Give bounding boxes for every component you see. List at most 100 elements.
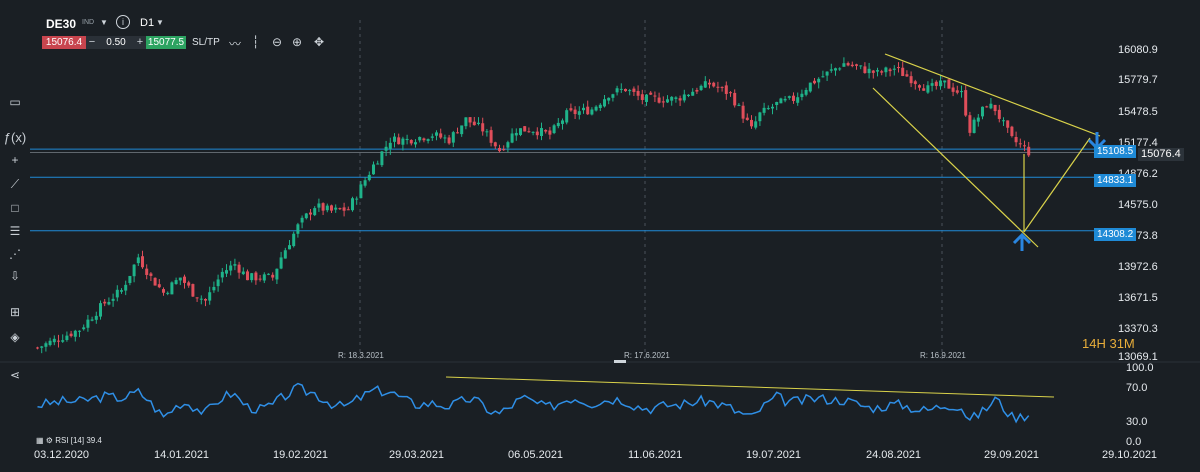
candle-body [141, 256, 144, 268]
candle-body [191, 284, 195, 297]
timeframe-selector[interactable]: D1 [140, 17, 155, 29]
candle-body [682, 94, 686, 101]
arrow-down-icon[interactable]: ⇩ [9, 269, 21, 283]
candle-body [888, 69, 892, 72]
candle-body [48, 340, 52, 345]
candle-body [296, 224, 300, 234]
layers-icon[interactable]: ⊞ [9, 305, 21, 319]
candle-body [573, 109, 577, 115]
candle-body [145, 268, 149, 275]
candle-body [871, 70, 875, 73]
candle-body [279, 257, 283, 269]
candle-body [519, 128, 522, 135]
stack-icon[interactable]: ◈ [10, 330, 20, 344]
candle-body [590, 109, 594, 115]
candle-body [157, 284, 161, 288]
candle-body [409, 139, 413, 144]
candle-body [779, 98, 783, 104]
candle-body [670, 96, 674, 101]
timeframe-chevron-down-icon[interactable]: ▼ [156, 18, 164, 27]
candle-body [380, 151, 384, 166]
candle-body [187, 282, 191, 286]
candle-body [367, 174, 371, 181]
candle-body [964, 90, 968, 116]
candle-body [787, 96, 791, 98]
sell-button[interactable]: 15076.4 [42, 36, 86, 49]
rollover-label: R: 16.9.2021 [920, 351, 966, 360]
candle-body [548, 130, 552, 135]
line-chart-icon[interactable]: 〰 [229, 37, 242, 51]
candle-body [363, 180, 367, 186]
candle-body [523, 126, 527, 132]
candle-body [565, 110, 569, 123]
price-tick: 16080.9 [1118, 44, 1158, 56]
candle-body [61, 340, 65, 342]
pitchfork-icon[interactable]: ⋰ [9, 247, 21, 261]
candle-body [300, 217, 304, 223]
volume-increase-button[interactable]: + [134, 36, 146, 49]
date-tick: 29.10.2021 [1102, 449, 1158, 461]
rsi-label: ▦ ⚙ RSI [14] 39.4 [36, 436, 102, 445]
candle-body [867, 68, 871, 74]
candle-body [472, 121, 476, 126]
candle-body [183, 276, 186, 283]
candle-body [695, 89, 699, 92]
candle-body [262, 274, 266, 281]
date-tick: 14.01.2021 [154, 449, 210, 461]
candle-body [426, 139, 430, 141]
candle-body [909, 76, 913, 84]
candle-body [388, 142, 392, 149]
candle-body [57, 340, 60, 342]
candles-icon[interactable]: ┆ [252, 35, 260, 49]
zoom-out-icon[interactable]: ⊖ [272, 35, 283, 49]
candle-body [275, 268, 279, 280]
candle-body [838, 68, 842, 70]
candle-body [325, 205, 329, 211]
candle-body [905, 74, 909, 77]
panel-toggle-icon[interactable]: ▭ [9, 95, 21, 109]
symbol-chevron-down-icon[interactable]: ▼ [100, 18, 108, 27]
candle-body [884, 67, 888, 73]
candle-body [393, 136, 396, 142]
rectangle-icon[interactable]: □ [11, 201, 19, 215]
candle-body [283, 250, 287, 259]
buy-button[interactable]: 15077.5 [146, 36, 186, 49]
candle-body [993, 104, 997, 112]
share-icon[interactable]: ⋖ [9, 368, 21, 382]
candle-body [876, 70, 879, 72]
zoom-in-icon[interactable]: ⊕ [292, 35, 303, 49]
candle-body [397, 137, 401, 145]
candle-body [384, 146, 388, 151]
candle-body [544, 130, 548, 132]
candle-body [136, 257, 140, 264]
volume-decrease-button[interactable]: − [86, 36, 98, 49]
candle-body [94, 315, 98, 320]
candle-body [636, 90, 640, 96]
candle-body [535, 131, 539, 136]
candle-body [1027, 146, 1031, 156]
indicators-icon[interactable]: ƒ(x) [3, 130, 27, 145]
volume-input[interactable]: 0.50 [98, 36, 134, 49]
crosshair-icon[interactable]: + [11, 153, 19, 167]
candle-body [111, 298, 115, 301]
candle-body [267, 273, 270, 275]
candle-body [317, 203, 321, 208]
candle-body [204, 299, 207, 301]
candle-body [178, 277, 182, 281]
info-icon[interactable]: i [116, 15, 130, 29]
current-price-tag: 15076.4 [1138, 148, 1184, 161]
symbol-name[interactable]: DE30 [46, 17, 77, 31]
candle-body [115, 289, 119, 298]
candle-body [485, 131, 489, 133]
trendline-icon[interactable]: ⟋ [10, 177, 20, 191]
date-tick: 29.03.2021 [389, 449, 445, 461]
candle-body [808, 82, 812, 92]
fibonacci-icon[interactable]: ☰ [9, 224, 21, 238]
candle-body [829, 69, 833, 71]
move-icon[interactable]: ✥ [314, 35, 325, 49]
candle-body [199, 298, 203, 300]
candle-body [86, 319, 90, 328]
rollover-label: R: 18.3.2021 [338, 351, 384, 360]
sltp-button[interactable]: SL/TP [192, 37, 220, 48]
